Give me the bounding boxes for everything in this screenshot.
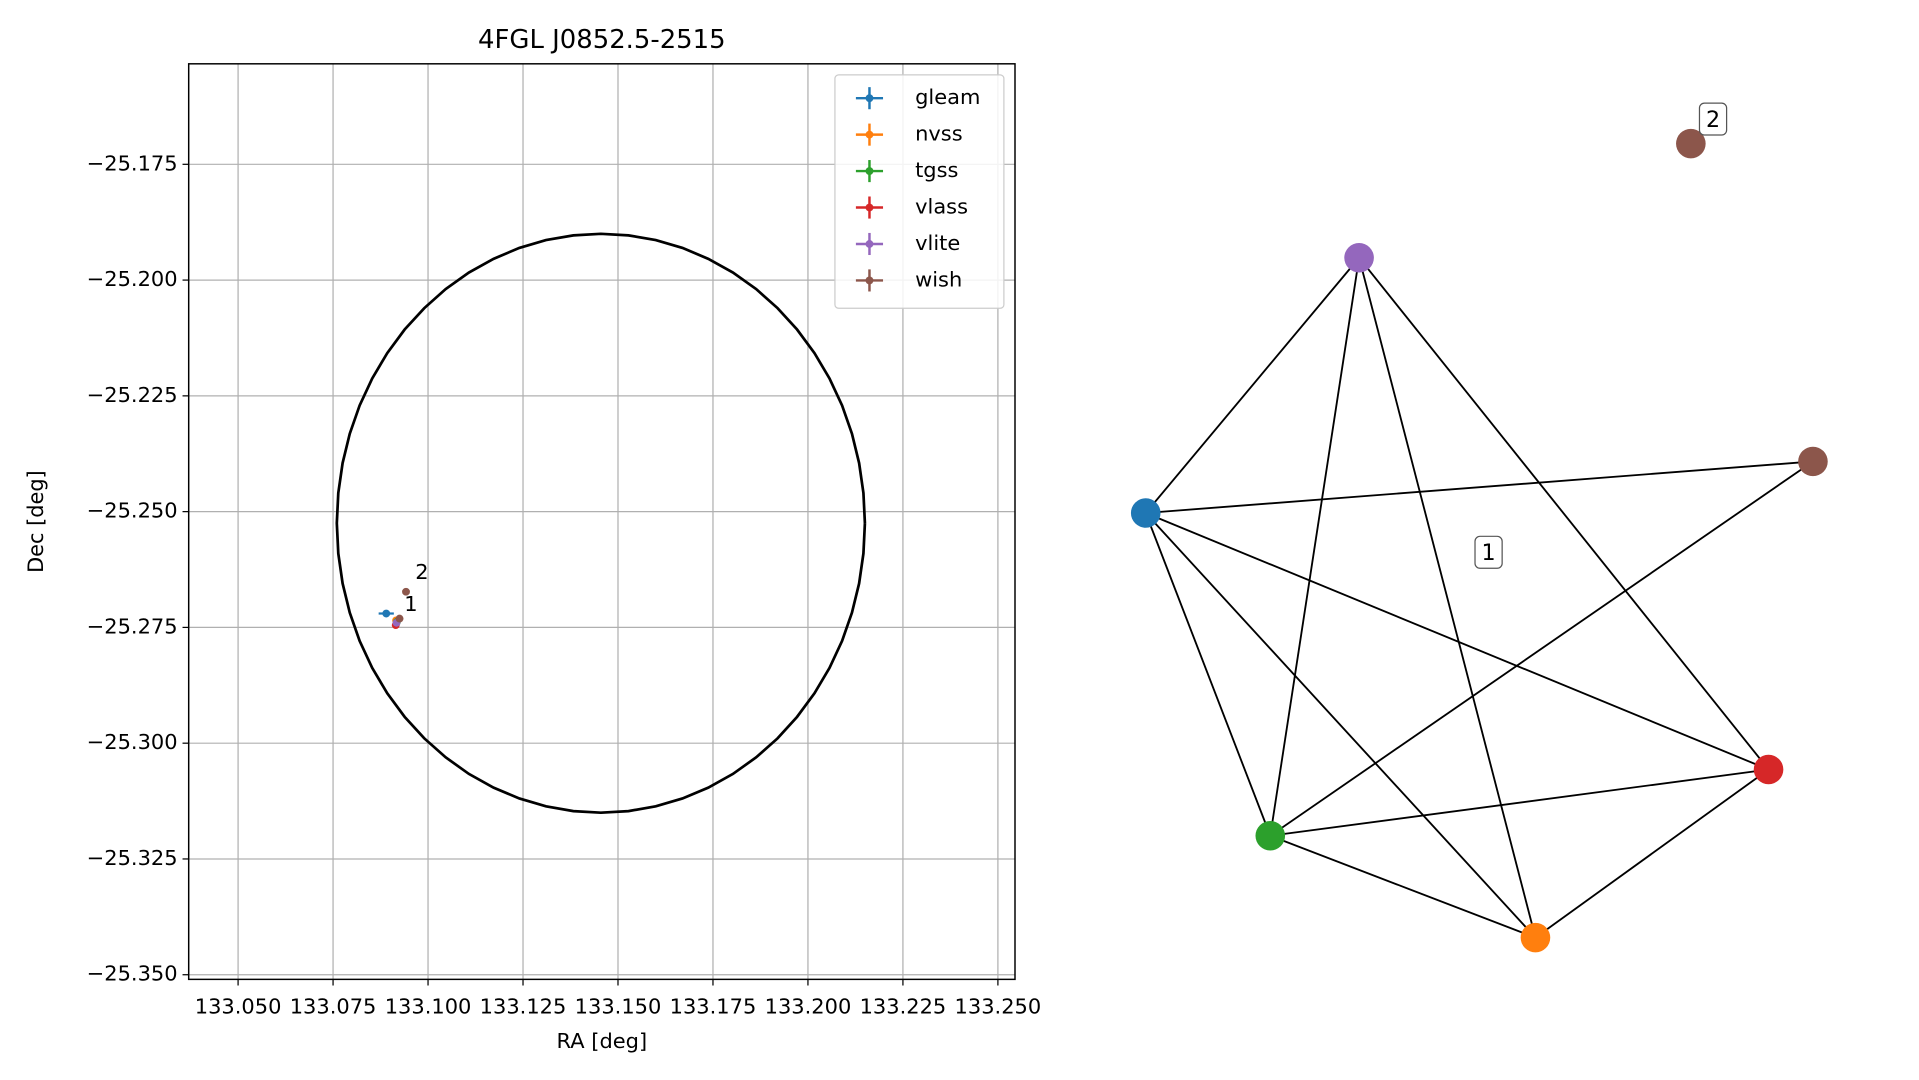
point-annotation: 1 [404, 592, 417, 616]
x-tick-label: 133.200 [765, 995, 852, 1019]
y-tick-label: −25.200 [87, 267, 178, 291]
graph-edge [1269, 460, 1814, 837]
graph-node [1798, 446, 1828, 477]
x-tick-label: 133.075 [290, 995, 377, 1019]
data-point [402, 587, 410, 596]
legend-label: nvss [915, 122, 963, 146]
graph-label: 1 [1482, 540, 1496, 566]
x-tick-label: 133.250 [955, 995, 1042, 1019]
data-point [395, 614, 404, 623]
x-tick-label: 133.175 [670, 995, 757, 1019]
x-tick-label: 133.225 [860, 995, 947, 1019]
legend-label: gleam [915, 85, 980, 109]
graph-edge [1145, 460, 1814, 514]
graph-edge [1358, 257, 1537, 938]
chart-title: 4FGL J0852.5-2515 [478, 25, 726, 55]
graph-label-box [1474, 535, 1503, 569]
error-ellipse [335, 232, 867, 815]
point-annotation: 2 [415, 560, 428, 584]
legend-label: wish [915, 267, 962, 291]
graph-edge [1145, 257, 1360, 514]
x-axis-label: RA [deg] [557, 1029, 648, 1053]
graph-edge [1145, 512, 1537, 939]
graph-edge [1269, 257, 1361, 836]
legend-marker [865, 240, 874, 248]
graph-node [1130, 498, 1161, 528]
graph-label-box [1698, 102, 1728, 136]
y-tick-label: −25.175 [87, 151, 178, 175]
legend-marker [865, 167, 874, 176]
graph-edge [1358, 257, 1770, 771]
graph-node [1255, 821, 1286, 851]
graph-node [1344, 243, 1374, 273]
y-tick-label: −25.300 [87, 730, 178, 754]
legend-marker [865, 130, 874, 139]
legend-marker [865, 276, 874, 285]
graph-edge [1534, 768, 1770, 939]
legend-marker [865, 94, 874, 103]
x-tick-label: 133.150 [575, 995, 662, 1019]
legend-label: tgss [915, 158, 958, 182]
y-tick-label: −25.225 [87, 383, 178, 407]
y-tick-label: −25.275 [87, 614, 178, 638]
data-point [382, 609, 391, 618]
graph-edge [1145, 512, 1769, 771]
y-tick-label: −25.350 [87, 962, 178, 986]
x-tick-label: 133.100 [385, 995, 472, 1019]
x-tick-label: 133.050 [195, 995, 282, 1019]
graph-edge [1269, 834, 1536, 939]
graph-edge [1270, 768, 1769, 837]
graph-edge [1144, 512, 1272, 837]
graph-node [1520, 922, 1551, 953]
legend-marker [865, 203, 874, 212]
legend-label: vlass [915, 195, 968, 219]
y-axis-label: Dec [deg] [24, 470, 48, 573]
plot-frame [187, 63, 1016, 981]
graph-label: 2 [1706, 107, 1720, 133]
y-tick-label: −25.250 [87, 499, 178, 523]
graph-node [1753, 754, 1784, 785]
y-tick-label: −25.325 [87, 846, 178, 870]
graph-node [1676, 128, 1706, 159]
x-tick-label: 133.125 [480, 995, 567, 1019]
legend-label: vlite [915, 231, 960, 255]
legend-box [834, 74, 1005, 309]
